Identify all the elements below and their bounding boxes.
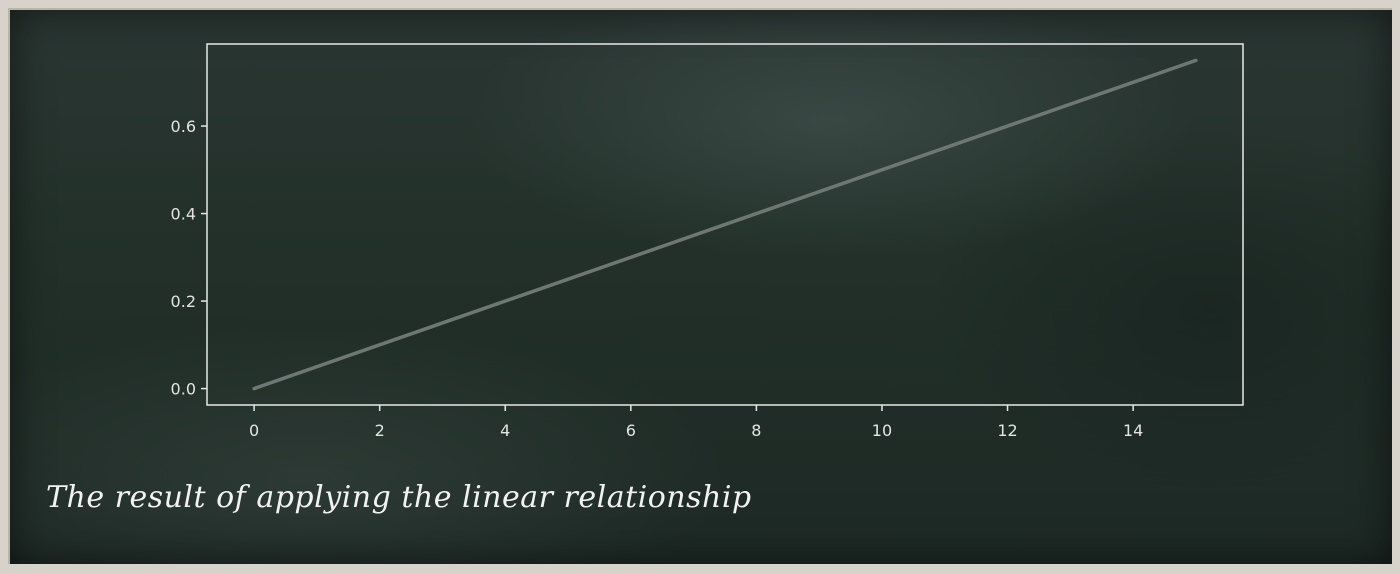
- x-tick-label: 12: [997, 421, 1017, 440]
- chart-caption: The result of applying the linear relati…: [46, 480, 752, 515]
- series-line: [252, 58, 1198, 391]
- x-tick-label: 0: [249, 421, 259, 440]
- x-tick-label: 10: [872, 421, 892, 440]
- x-tick-label: 14: [1123, 421, 1143, 440]
- chalkboard-background: [8, 8, 1392, 564]
- x-tick-label: 4: [500, 421, 510, 440]
- x-tick-label: 2: [375, 421, 385, 440]
- series-layer: [252, 58, 1198, 391]
- y-tick-label: 0.0: [171, 380, 196, 399]
- y-tick-label: 0.4: [171, 205, 196, 224]
- y-tick-label: 0.2: [171, 292, 196, 311]
- y-tick-label: 0.6: [171, 117, 196, 136]
- x-axis: 0 2 4 6 8 10 12 14: [249, 405, 1143, 440]
- plot-area-frame: [206, 43, 1244, 406]
- x-tick-label: 6: [626, 421, 636, 440]
- y-axis: 0.0 0.2 0.4 0.6: [171, 117, 207, 399]
- x-tick-label: 8: [751, 421, 761, 440]
